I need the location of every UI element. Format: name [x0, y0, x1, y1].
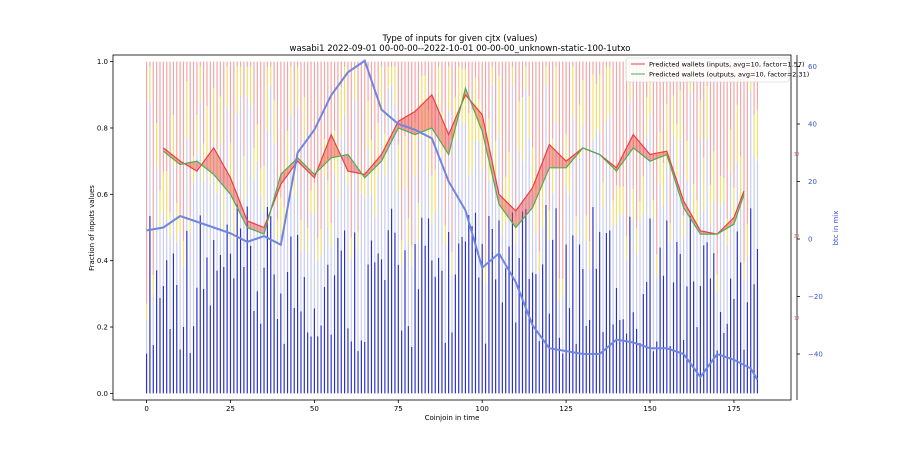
y3-tick-label: 20 — [794, 234, 800, 239]
y-axis-ticks: 0.0 0.2 0.4 0.6 0.8 1.0 — [97, 58, 113, 398]
y-tick-label: 0.2 — [97, 324, 108, 332]
y2-axis-ticks: −40 −20 0 20 40 60 — [797, 63, 823, 359]
y2-axis-label: btc in mix — [832, 211, 840, 246]
series-line-outputs — [162, 86, 745, 235]
legend-label-outputs: Predicted wallets (outputs, avg=10, fact… — [649, 71, 809, 79]
series-line-inputs — [162, 93, 745, 235]
y2-tick-label: −40 — [808, 351, 823, 359]
y-axis-label: Fraction of inputs values — [88, 185, 96, 271]
x-tick-label: 0 — [144, 405, 148, 413]
y-tick-label: 0.6 — [97, 191, 109, 199]
plot-frame — [112, 54, 792, 401]
y-tick-label: 0.8 — [97, 124, 108, 132]
y-tick-label: 0.4 — [97, 257, 109, 265]
x-axis-ticks: 0 25 50 75 100 125 150 175 — [144, 400, 741, 413]
y-tick-label: 1.0 — [97, 58, 108, 66]
legend-box — [625, 57, 790, 83]
y-tick-label: 0.0 — [97, 390, 108, 398]
x-tick-label: 150 — [643, 405, 656, 413]
x-tick-label: 100 — [476, 405, 489, 413]
chart-subtitle: wasabi1 2022-09-01 00-00-00--2022-10-01 … — [290, 44, 631, 54]
chart-title: Type of inputs for given cjtx (values) — [382, 34, 538, 44]
y2-tick-label: −20 — [808, 293, 823, 301]
series-lines — [146, 59, 759, 381]
y3-axis-ticks: 10 20 30 — [794, 152, 800, 321]
legend-label-inputs: Predicted wallets (inputs, avg=10, facto… — [649, 61, 805, 69]
y2-tick-label: 0 — [808, 236, 812, 244]
x-tick-label: 125 — [559, 405, 572, 413]
x-tick-label: 75 — [394, 405, 403, 413]
series-line-btc-in-mix — [146, 59, 759, 381]
x-axis-label: Coinjoin in time — [425, 414, 480, 422]
y3-tick-label: 10 — [794, 316, 800, 321]
y2-tick-label: 20 — [808, 178, 817, 186]
legend: Predicted wallets (inputs, avg=10, facto… — [625, 57, 809, 83]
y3-tick-label: 30 — [794, 152, 800, 157]
x-tick-label: 25 — [226, 405, 235, 413]
coinjoin-bars — [145, 61, 759, 394]
y2-tick-label: 40 — [808, 121, 817, 129]
x-tick-label: 175 — [727, 405, 740, 413]
y2-tick-label: 60 — [808, 63, 817, 71]
x-tick-label: 50 — [310, 405, 319, 413]
